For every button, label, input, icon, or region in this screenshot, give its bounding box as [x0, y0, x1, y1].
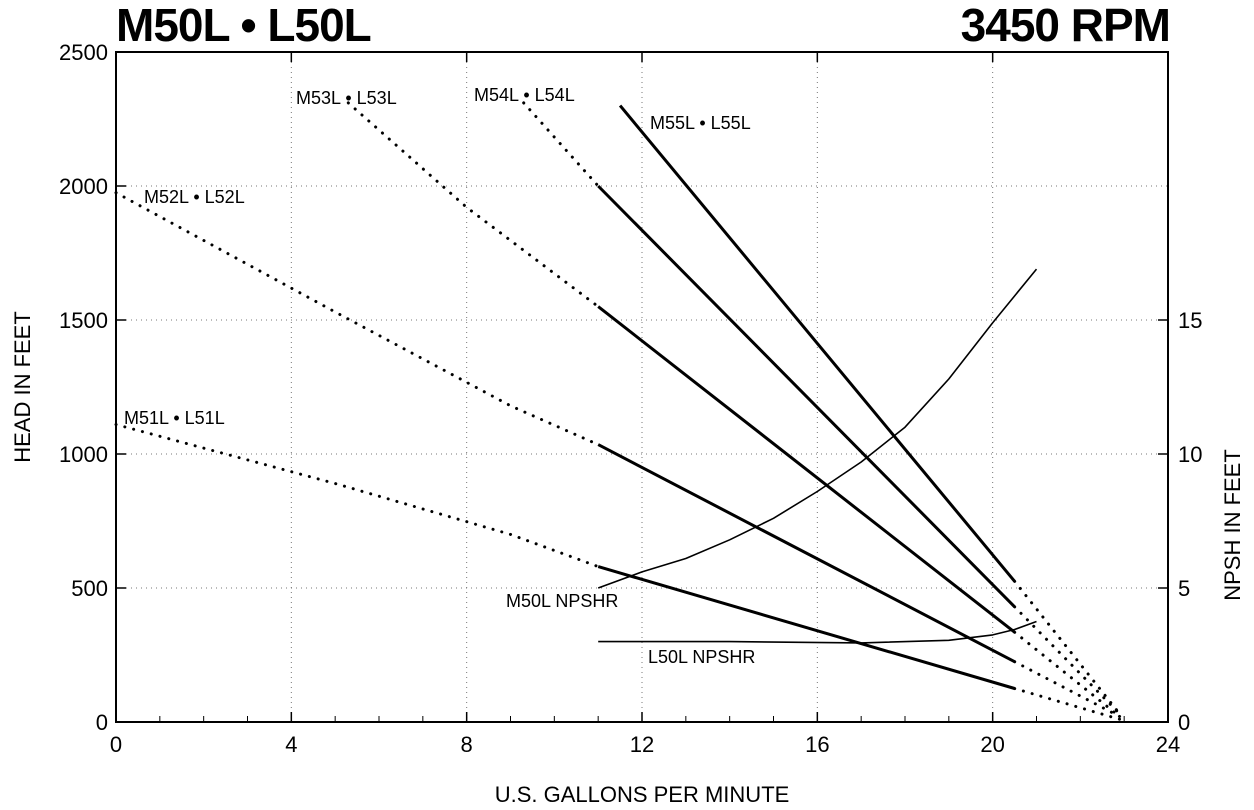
series-4-tail-dotted: [1013, 605, 1122, 716]
y-tick-label: 1000: [59, 442, 108, 467]
chart-title-rpm: 3450 RPM: [960, 0, 1171, 51]
y2-tick-label: 15: [1178, 308, 1202, 333]
y-tick-label: 2500: [59, 40, 108, 65]
y2-tick-label: 0: [1178, 710, 1190, 735]
series-4-label: M54L • L54L: [474, 85, 575, 105]
series-4-dotted-line: [522, 101, 600, 188]
series-1-head-curve: [597, 565, 1016, 690]
series-layer: [114, 101, 1122, 721]
series-3-label: M53L • L53L: [296, 88, 397, 108]
series-5-tail-dotted: [1013, 579, 1122, 716]
series-2-tail-dotted: [1013, 660, 1122, 719]
series-1-label: M51L • L51L: [124, 408, 225, 428]
y-tick-label: 0: [96, 710, 108, 735]
series-7-label: L50L NPSHR: [648, 647, 755, 667]
x-tick-label: 0: [110, 732, 122, 757]
y-axis-title: HEAD IN FEET: [10, 311, 35, 463]
series-5-head-curve: [618, 104, 1016, 583]
y2-axis-title: NPSH IN FEET: [1220, 449, 1245, 601]
series-4-head-curve: [597, 184, 1016, 608]
y-tick-label: 1500: [59, 308, 108, 333]
series-2-head-curve: [597, 443, 1016, 664]
series-6-npsh-curve: [597, 268, 1038, 589]
series-3-head-curve: [597, 305, 1016, 634]
x-tick-label: 16: [805, 732, 829, 757]
x-tick-label: 12: [630, 732, 654, 757]
series-2-dotted-line: [114, 191, 600, 447]
x-tick-label: 24: [1156, 732, 1180, 757]
y-tick-label: 500: [71, 576, 108, 601]
y2-tick-label: 10: [1178, 442, 1202, 467]
label-layer: M51L • L51L M52L • L52L M53L • L53L M54L • …: [124, 85, 755, 667]
series-6-label: M50L NPSHR: [506, 591, 618, 611]
grid-layer: [116, 52, 1168, 722]
series-3-dotted-line: [346, 101, 600, 309]
series-7-npsh-curve: [598, 620, 1037, 644]
series-1-tail-dotted: [1013, 687, 1122, 721]
x-tick-label: 4: [285, 732, 297, 757]
series-2-label: M52L • L52L: [144, 187, 245, 207]
series-5-label: M55L • L55L: [650, 113, 751, 133]
series-1-dotted-line: [114, 423, 600, 569]
y-tick-label: 2000: [59, 174, 108, 199]
x-tick-label: 8: [461, 732, 473, 757]
x-tick-label: 20: [980, 732, 1004, 757]
y2-tick-label: 5: [1178, 576, 1190, 601]
x-axis-title: U.S. GALLONS PER MINUTE: [495, 782, 790, 807]
chart-title-model: M50L • L50L: [116, 0, 372, 51]
